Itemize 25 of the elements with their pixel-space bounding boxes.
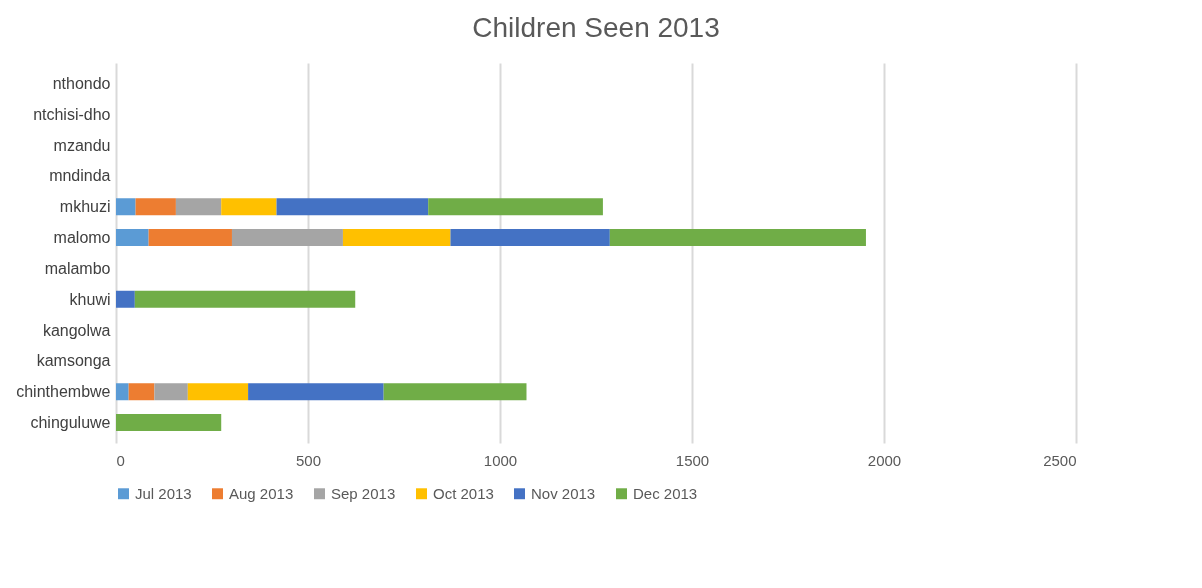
- y-tick-label: chinguluwe: [30, 414, 111, 432]
- legend-label: Nov 2013: [531, 484, 596, 502]
- legend-label: Sep 2013: [331, 484, 396, 502]
- x-tick-label: 1500: [675, 451, 710, 469]
- y-tick-label: mndinda: [49, 167, 111, 185]
- chart-title: Children Seen 2013: [472, 12, 720, 43]
- x-tick-label: 500: [295, 451, 322, 469]
- y-tick-label: khuwi: [69, 290, 111, 308]
- y-tick-label: chinthembwe: [16, 383, 111, 401]
- y-tick-label: mkhuzi: [59, 198, 111, 216]
- y-tick-label: kamsonga: [36, 352, 111, 370]
- y-tick-label: mzandu: [53, 136, 111, 154]
- legend-label: Jul 2013: [135, 484, 192, 502]
- y-tick-label: malambo: [44, 259, 111, 277]
- legend-label: Aug 2013: [229, 484, 294, 502]
- x-tick-label: 0: [116, 451, 125, 469]
- legend-label: Dec 2013: [633, 484, 698, 502]
- x-tick-label: 2500: [1043, 451, 1077, 469]
- y-tick-label: kangolwa: [42, 321, 111, 339]
- x-tick-label: 2000: [867, 451, 902, 469]
- y-tick-label: malomo: [53, 229, 111, 247]
- y-tick-label: ntchisi-dho: [33, 105, 111, 123]
- x-tick-label: 1000: [483, 451, 518, 469]
- legend-label: Oct 2013: [433, 484, 494, 502]
- y-tick-label: nthondo: [52, 74, 111, 92]
